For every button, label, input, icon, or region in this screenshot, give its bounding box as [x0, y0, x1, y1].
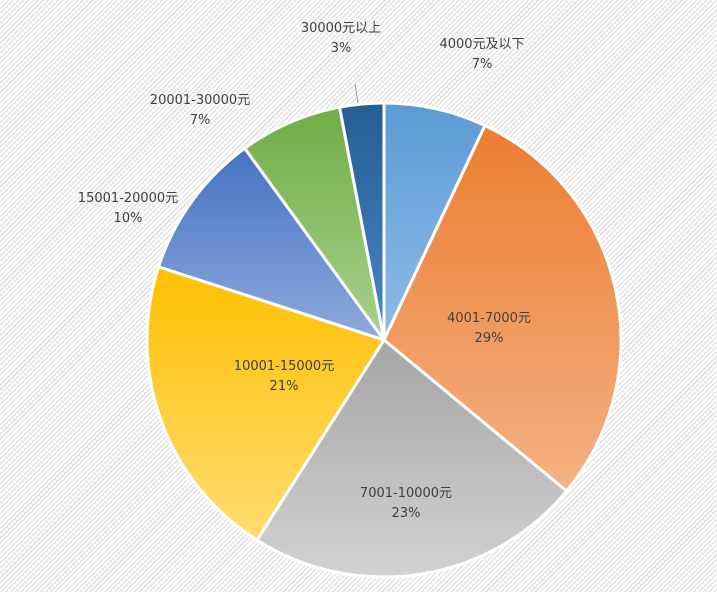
slice-label: 7001-10000元 — [360, 486, 452, 501]
slice-value-label: 10% — [114, 211, 143, 226]
slice-label: 10001-15000元 — [234, 359, 334, 374]
slice-label: 15001-20000元 — [78, 191, 178, 206]
pie-slice-2 — [254, 337, 569, 579]
pie-slice-4 — [156, 146, 388, 343]
pie-slice-0 — [382, 101, 487, 341]
slice-label: 4000元及以下 — [439, 37, 524, 52]
slice-value-label: 7% — [190, 113, 211, 128]
slice-value-label: 21% — [270, 379, 299, 394]
slice-value-label: 29% — [475, 331, 504, 346]
pie-slice-3 — [145, 264, 387, 543]
slice-value-label: 23% — [392, 506, 421, 521]
slice-value-label: 7% — [472, 57, 493, 72]
leader-line — [354, 83, 359, 104]
slice-label: 30000元以上 — [301, 21, 381, 36]
pie-slice-6 — [337, 101, 386, 341]
pie-slice-1 — [382, 123, 623, 494]
slice-value-label: 3% — [331, 41, 352, 56]
slice-label: 20001-30000元 — [150, 93, 250, 108]
slice-label: 4001-7000元 — [447, 311, 531, 326]
